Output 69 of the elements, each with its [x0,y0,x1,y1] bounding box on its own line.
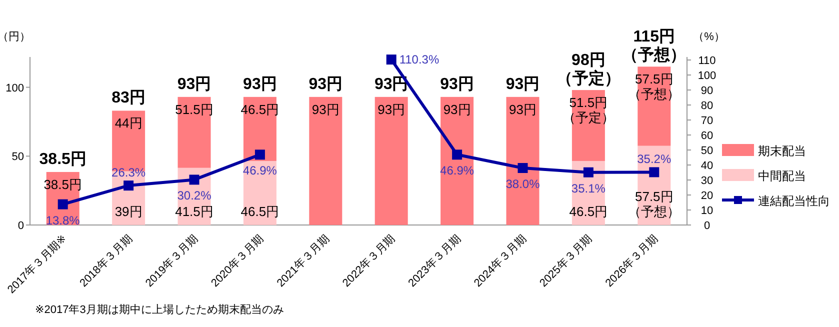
data-label: 41.5円 [175,204,214,219]
total-label: 98円（予定） [556,52,620,88]
data-label: 46.5円 [240,102,280,117]
data-label: 46.5円 [569,204,608,219]
legend-label: 連結配当性向 [758,194,830,208]
data-label: 26.3% [112,166,146,180]
data-label: 46.9% [242,164,278,178]
y2-tick-label: 100 [698,70,716,82]
bar [374,96,408,225]
y2-tick-label: 20 [700,190,714,202]
point [649,167,660,178]
data-label: 30.2% [177,188,212,203]
data-label: 110.3% [399,52,440,67]
y2-tick-label: 60 [700,130,714,142]
data-label: 93円 [509,102,536,117]
y2-tick-label: 80 [700,100,714,112]
bar [440,96,474,225]
point [189,174,200,185]
bar [309,96,342,225]
point [254,150,265,160]
point [452,150,462,160]
text: ※2017年3月期は期中に上場したため期末配当のみ [35,303,284,316]
y-tick-label: 50 [12,151,24,164]
y2-tick-label: 50 [700,145,714,157]
point [124,180,134,191]
data-label: 57.5円（予想） [628,189,680,219]
point [386,54,396,65]
y2-tick-label: 10 [700,205,714,217]
data-label: 51.5円（予定） [562,95,614,125]
total-label: 38.5円 [39,150,86,168]
data-label: 57.5円（予想） [628,72,680,102]
data-label: 39円 [114,204,142,219]
data-label: 93円 [312,102,340,117]
y2-axis-title: （%） [693,31,725,43]
data-label: 51.5円 [175,102,214,117]
total-label: 93円 [243,76,277,93]
bar [243,96,276,161]
y2-tick-label: 90 [700,85,714,97]
data-label: 13.8% [46,213,80,228]
bar [638,66,671,146]
y2-tick-label: 70 [700,115,714,127]
bar [506,96,540,225]
data-label: 46.5円 [240,204,280,219]
y-tick-label: 100 [6,82,24,94]
point [58,199,68,210]
total-label: 93円 [177,76,212,93]
data-label: 93円 [443,102,471,117]
y-axis-title: （円） [0,31,30,43]
point [583,167,594,178]
y-tick-label: 0 [18,220,24,232]
point [518,163,528,173]
data-label: 35.1% [571,181,606,196]
total-label: 115円（予想） [622,28,686,64]
data-label: 38.0% [506,177,540,191]
data-label: 35.2% [637,152,672,166]
y2-tick-label: 30 [700,175,714,187]
total-label: 93円 [308,76,343,93]
total-label: 83円 [112,90,146,107]
total-label: 93円 [506,76,540,93]
legend-label: 期末配当 [758,144,806,158]
y2-tick-label: 110 [698,55,716,67]
bar [178,96,211,168]
total-label: 93円 [440,76,474,93]
data-label: 44円 [114,116,142,131]
data-label: 93円 [378,102,406,117]
data-label: 38.5円 [44,176,82,192]
y2-tick-label: 0 [704,220,710,232]
legend-label: 中間配当 [758,169,806,183]
y2-tick-label: 40 [700,160,714,172]
